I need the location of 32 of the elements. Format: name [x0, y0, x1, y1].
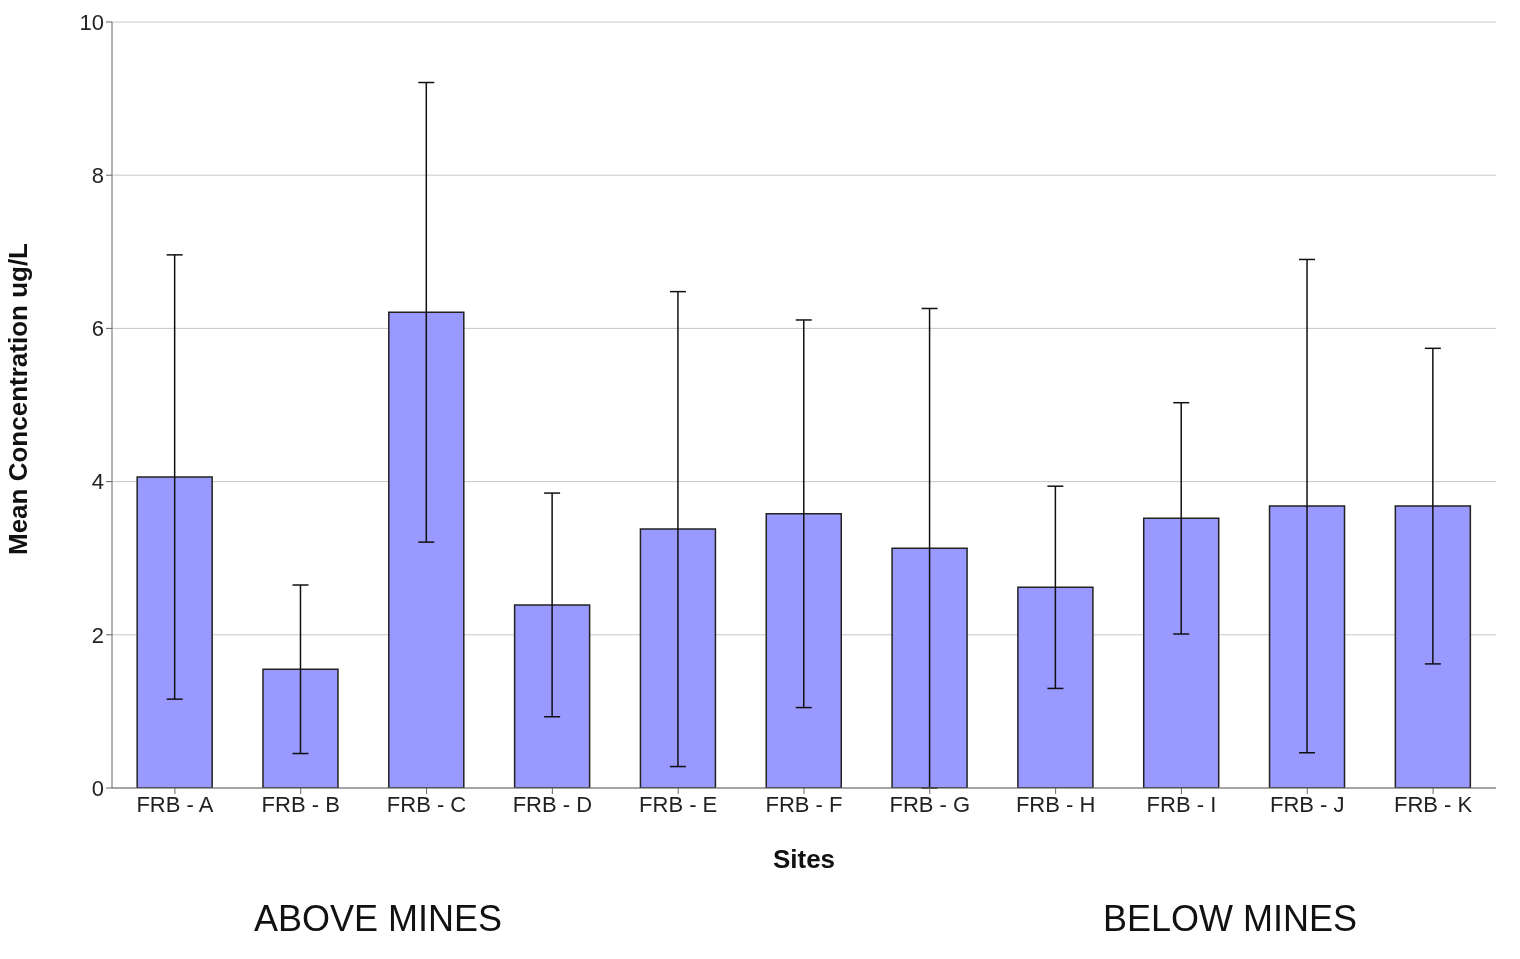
bar — [1268, 505, 1346, 788]
bar — [765, 513, 842, 788]
x-tick-label: FRB - I — [1146, 791, 1217, 817]
y-tick-label: 0 — [91, 775, 104, 801]
x-tick-label: FRB - G — [889, 791, 971, 817]
text: BELOW MINES — [1101, 898, 1358, 940]
x-tick-label: FRB - D — [512, 791, 593, 817]
y-tick-label: 4 — [91, 469, 104, 495]
bar — [891, 547, 968, 788]
x-tick-label: FRB - A — [136, 791, 214, 817]
x-tick-label: FRB - J — [1269, 791, 1345, 817]
x-tick-label: FRB - B — [261, 791, 340, 817]
y-axis-title: Mean Concentration ug/L — [3, 242, 34, 555]
bar — [1394, 505, 1472, 788]
x-tick-label: FRB - E — [639, 791, 718, 817]
x-axis-title: Sites — [772, 844, 836, 874]
y-tick-label: 8 — [91, 163, 104, 189]
x-tick-label: FRB - F — [765, 791, 843, 817]
y-tick-label: 10 — [79, 9, 104, 35]
bar — [1142, 517, 1220, 788]
bar — [136, 476, 213, 788]
text: ABOVE MINES — [252, 898, 504, 940]
bar — [513, 604, 591, 788]
bar — [639, 528, 717, 788]
x-tick-label: FRB - C — [386, 791, 467, 817]
bar — [388, 311, 465, 788]
x-tick-label: FRB - K — [1393, 791, 1473, 817]
x-tick-label: FRB - H — [1015, 791, 1096, 817]
bar — [1017, 586, 1094, 788]
y-tick-label: 2 — [91, 622, 104, 648]
bar — [262, 668, 339, 788]
y-tick-label: 6 — [91, 316, 104, 342]
